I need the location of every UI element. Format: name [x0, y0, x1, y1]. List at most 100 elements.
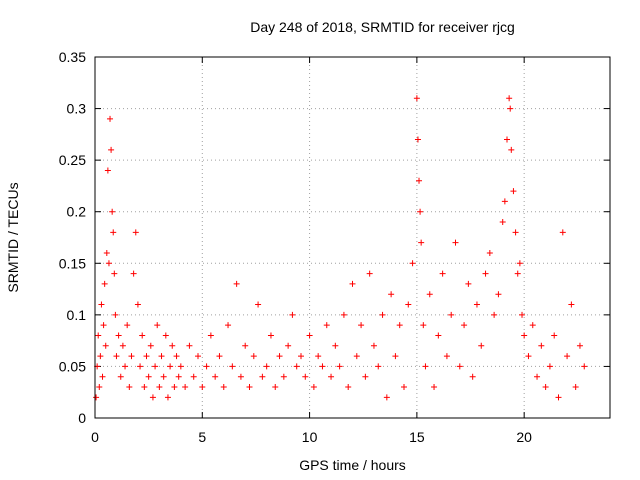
chart-title: Day 248 of 2018, SRMTID for receiver rjc…	[250, 19, 515, 35]
data-point	[555, 394, 562, 401]
data-point	[203, 363, 210, 370]
data-point	[117, 373, 124, 380]
data-point	[478, 342, 485, 349]
data-point	[405, 301, 412, 308]
data-point	[156, 384, 163, 391]
data-point	[93, 394, 100, 401]
data-point	[293, 363, 300, 370]
data-point	[401, 384, 407, 391]
data-point	[516, 260, 523, 267]
data-point	[417, 208, 424, 215]
data-point	[431, 384, 438, 391]
x-tick-label: 15	[409, 429, 425, 445]
data-point	[559, 229, 566, 236]
data-point	[207, 332, 214, 339]
data-point	[100, 322, 107, 329]
data-point	[158, 353, 165, 360]
data-point	[362, 373, 369, 380]
data-point	[102, 342, 109, 349]
data-point	[242, 342, 249, 349]
data-point	[546, 363, 553, 370]
data-point	[250, 353, 257, 360]
data-point	[504, 136, 510, 143]
data-point	[510, 188, 517, 195]
x-tick-label: 20	[516, 429, 532, 445]
data-point	[122, 363, 129, 370]
x-axis-ticks: 0 5 10 15 20	[91, 57, 532, 445]
data-point	[108, 146, 115, 153]
data-point	[109, 208, 116, 215]
data-point	[98, 301, 105, 308]
data-points	[93, 95, 588, 401]
data-point	[302, 373, 309, 380]
data-point	[435, 332, 442, 339]
data-point	[267, 332, 274, 339]
data-point	[465, 280, 472, 287]
data-point	[534, 373, 541, 380]
data-point	[315, 353, 322, 360]
data-point	[323, 322, 330, 329]
data-point	[119, 342, 126, 349]
data-point	[499, 219, 506, 226]
data-point	[452, 239, 459, 246]
data-point	[173, 353, 180, 360]
data-point	[422, 363, 429, 370]
data-point	[171, 384, 178, 391]
data-point	[130, 270, 137, 277]
data-point	[507, 105, 514, 112]
data-point	[164, 394, 171, 401]
data-point	[220, 384, 227, 391]
data-point	[255, 301, 262, 308]
data-point	[177, 363, 184, 370]
data-point	[512, 229, 519, 236]
data-point	[137, 363, 144, 370]
data-point	[143, 353, 150, 360]
plot-frame	[94, 56, 611, 419]
data-point	[145, 373, 152, 380]
data-point	[396, 322, 403, 329]
data-point	[420, 322, 427, 329]
data-point	[107, 115, 114, 122]
data-point	[349, 280, 356, 287]
data-point	[298, 353, 304, 360]
grid-lines	[95, 57, 610, 418]
data-point	[529, 322, 536, 329]
data-point	[272, 384, 279, 391]
data-point	[101, 280, 108, 287]
x-tick-label: 0	[91, 429, 99, 445]
data-point	[486, 249, 493, 256]
data-point	[448, 311, 455, 318]
data-point	[112, 311, 119, 318]
data-point	[289, 311, 296, 318]
data-point	[439, 270, 446, 277]
data-point	[495, 291, 502, 298]
data-point	[216, 353, 223, 360]
data-point	[413, 95, 420, 102]
data-point	[126, 384, 133, 391]
data-point	[336, 363, 343, 370]
data-point	[409, 260, 416, 267]
x-tick-label: 5	[198, 429, 206, 445]
data-point	[416, 177, 423, 184]
data-point	[212, 373, 219, 380]
data-point	[195, 353, 201, 360]
data-point	[259, 373, 266, 380]
data-point	[366, 270, 373, 277]
data-point	[263, 363, 270, 370]
data-point	[96, 384, 103, 391]
data-point	[276, 353, 283, 360]
data-point	[105, 260, 112, 267]
data-point	[104, 167, 111, 174]
data-point	[456, 363, 463, 370]
data-point	[246, 384, 253, 391]
data-point	[568, 301, 575, 308]
data-point	[473, 301, 480, 308]
data-point	[229, 363, 236, 370]
data-point	[162, 332, 169, 339]
y-tick-label: 0.15	[59, 255, 86, 271]
data-point	[111, 270, 118, 277]
data-point	[388, 291, 395, 298]
data-point	[154, 322, 161, 329]
data-point	[147, 342, 154, 349]
data-point	[379, 311, 386, 318]
